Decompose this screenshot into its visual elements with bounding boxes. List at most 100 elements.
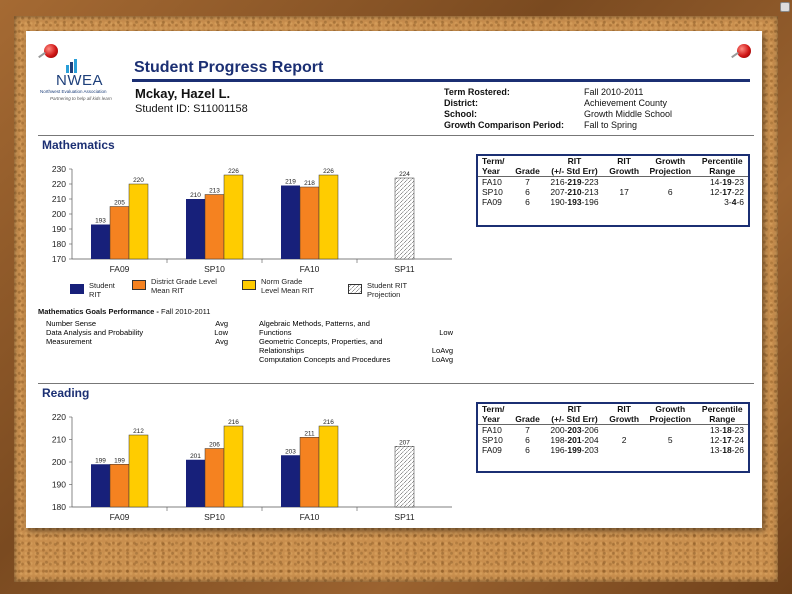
meta-key: Growth Comparison Period:	[444, 120, 565, 130]
bar-norm-grade-level-mean-rit	[318, 174, 339, 260]
math-section-title: Mathematics	[42, 138, 115, 152]
data-label: 201	[190, 453, 201, 460]
cell-rit-growth	[604, 425, 644, 436]
reading-rit-table: Term/Year Grade RIT (+/- Std Err) RIT Growth G…	[476, 402, 750, 473]
cell-rit: 198-201-204	[550, 435, 599, 445]
cell-term: FA09	[482, 197, 502, 207]
resize-corner-icon[interactable]	[780, 2, 790, 12]
math-rit-chart: 170 180 190 200 210 220 230 FA09 193 205 220 SP10 21…	[52, 164, 452, 274]
meta-value: Growth Middle School	[584, 109, 673, 119]
meta-row: District: Achievement County	[444, 98, 672, 109]
col-term: Term/Year	[477, 403, 511, 425]
y-tick-label: 190	[52, 480, 66, 490]
cell-grade: 6	[525, 197, 530, 207]
data-label: 199	[95, 457, 106, 464]
bar-district-grade-level-mean-rit	[299, 186, 320, 260]
y-tick-label: 220	[52, 412, 66, 422]
col-rit-growth: RIT Growth	[604, 155, 645, 177]
data-label: 212	[133, 428, 144, 435]
col-rit: RIT (+/- Std Err)	[544, 155, 605, 177]
col-term: Term/Year	[477, 155, 511, 177]
x-tick-label: FA10	[300, 512, 320, 522]
legend-item-norm-mean: Norm Grade Level Mean RIT	[242, 277, 317, 295]
data-label: 216	[323, 419, 334, 426]
legend-swatch-pattern-icon	[348, 284, 362, 294]
x-tick-label: SP11	[394, 512, 414, 522]
bar-student-rit	[281, 185, 300, 259]
goal-row: Geometric Concepts, Properties, and Rela…	[259, 337, 453, 355]
cell-grade: 6	[525, 445, 530, 455]
data-label: 205	[114, 200, 125, 207]
table-row: FA10 7 216-219-223 14-19-23	[477, 177, 749, 187]
data-label: 216	[228, 419, 239, 426]
y-tick-label: 180	[52, 239, 66, 249]
col-rit-growth: RIT Growth	[604, 403, 645, 425]
data-label: 218	[304, 180, 315, 187]
data-label: 206	[209, 442, 220, 449]
goal-level: Low	[439, 328, 453, 337]
data-label: 203	[285, 448, 296, 455]
meta-row: Growth Comparison Period: Fall to Spring	[444, 120, 672, 131]
meta-value: Fall 2010-2011	[584, 87, 644, 97]
title-rule	[132, 79, 750, 82]
bar-student-rit-projection	[394, 177, 415, 260]
y-tick-label: 190	[52, 224, 66, 234]
bar-student-rit	[186, 459, 205, 507]
bar-district-grade-level-mean-rit	[204, 194, 225, 260]
cell-percentile: 13-18-26	[709, 445, 744, 455]
y-tick-label: 200	[52, 457, 66, 467]
table-row: SP10 6 198-201-204 2 5 12-17-24	[477, 435, 749, 445]
bar-student-rit-projection	[394, 446, 415, 508]
goals-right-list: Algebraic Methods, Patterns, and Functio…	[259, 319, 453, 364]
report-page: NWEA Northwest Evaluation Association Pa…	[26, 31, 762, 528]
x-tick-label: FA10	[300, 264, 320, 274]
data-label: 210	[190, 192, 201, 199]
table-header-row: Term/Year Grade RIT (+/- Std Err) RIT Growth G…	[477, 403, 749, 425]
cell-rit: 216-219-223	[550, 177, 599, 187]
bar-student-rit	[186, 199, 205, 259]
cell-rit: 207-210-213	[550, 187, 599, 197]
section-divider	[38, 383, 754, 384]
meta-key: District:	[444, 98, 479, 108]
x-tick-label: SP10	[204, 264, 225, 274]
goal-level: Avg	[215, 319, 228, 328]
y-tick-label: 220	[52, 179, 66, 189]
meta-row: Term Rostered: Fall 2010-2011	[444, 87, 672, 98]
cell-rit: 190-193-196	[550, 197, 599, 207]
y-tick-label: 210	[52, 435, 66, 445]
x-tick-label: SP11	[394, 264, 414, 274]
goal-name: Algebraic Methods, Patterns, and Functio…	[259, 319, 370, 337]
data-label: 213	[209, 188, 220, 195]
meta-row: School: Growth Middle School	[444, 109, 672, 120]
cell-term: FA10	[482, 425, 502, 435]
cell-percentile: 3-4-6	[724, 197, 744, 207]
report-meta: Term Rostered: Fall 2010-2011 District: Ac…	[444, 87, 672, 131]
cell-term: SP10	[482, 435, 503, 445]
goal-name: Geometric Concepts, Properties, and Rela…	[259, 337, 383, 355]
x-tick-label: FA09	[110, 264, 130, 274]
table-row: SP10 6 207-210-213 17 6 12-17-22	[477, 187, 749, 197]
meta-value: Fall to Spring	[584, 120, 638, 130]
bar-student-rit	[91, 464, 110, 507]
cell-rit-growth: 2	[621, 435, 627, 445]
cell-growth-projection	[644, 197, 696, 207]
goal-row: Number Sense Avg	[46, 319, 228, 328]
y-tick-label: 200	[52, 209, 66, 219]
cell-rit-growth	[604, 197, 644, 207]
table-row: FA09 6 196-199-203 13-18-26	[477, 445, 749, 455]
legend-item-projection: Student RIT Projection	[348, 281, 423, 299]
data-label: 211	[304, 430, 315, 437]
cell-term: SP10	[482, 187, 503, 197]
col-grade: Grade	[510, 403, 545, 425]
logo-text: NWEA	[56, 72, 103, 89]
goal-row: Measurement Avg	[46, 337, 228, 346]
table-row: FA09 6 190-193-196 3-4-6	[477, 197, 749, 207]
cell-rit-growth: 17	[619, 187, 629, 197]
math-rit-table: Term/Year Grade RIT (+/- Std Err) RIT Growth G…	[476, 154, 750, 227]
bar-district-grade-level-mean-rit	[109, 206, 130, 260]
cell-percentile: 12-17-22	[709, 187, 744, 197]
x-tick-label: FA09	[110, 512, 130, 522]
table-header-row: Term/Year Grade RIT (+/- Std Err) RIT Growth G…	[477, 155, 749, 177]
math-goals: Mathematics Goals Performance - Fall 201…	[38, 307, 210, 316]
col-rit: RIT (+/- Std Err)	[544, 403, 605, 425]
